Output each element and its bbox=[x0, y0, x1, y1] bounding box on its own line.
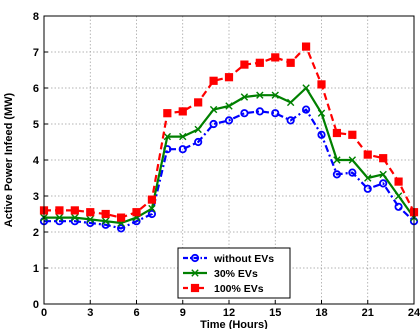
x-tick-label: 0 bbox=[41, 307, 47, 319]
data-point bbox=[271, 91, 279, 99]
data-point bbox=[71, 213, 79, 222]
y-tick-label: 7 bbox=[33, 47, 39, 59]
data-point bbox=[209, 105, 218, 114]
data-point bbox=[101, 217, 110, 225]
y-axis-label: Active Power Infeed (MW) bbox=[3, 92, 15, 227]
data-point bbox=[286, 116, 295, 125]
data-point bbox=[301, 42, 311, 51]
data-point bbox=[116, 213, 126, 222]
data-point bbox=[301, 105, 311, 114]
series-100-evs bbox=[39, 42, 419, 222]
y-tick-label: 0 bbox=[33, 299, 39, 311]
x-axis-label: Time (Hours) bbox=[200, 319, 268, 329]
x-tick-label: 24 bbox=[408, 307, 420, 319]
x-tick-label: 15 bbox=[269, 307, 281, 319]
legend-marker bbox=[190, 253, 200, 263]
data-point bbox=[271, 53, 280, 62]
data-point bbox=[194, 125, 202, 134]
data-point bbox=[333, 156, 341, 164]
legend-label: without EVs bbox=[213, 253, 274, 265]
data-point bbox=[255, 58, 264, 67]
legend-item: 30% EVs bbox=[183, 268, 258, 280]
y-tick-label: 6 bbox=[33, 83, 39, 95]
data-point bbox=[364, 174, 372, 182]
data-point bbox=[394, 202, 403, 211]
y-tick-label: 2 bbox=[33, 227, 39, 239]
data-point bbox=[148, 204, 156, 213]
data-point bbox=[317, 130, 326, 139]
series-line bbox=[44, 108, 415, 230]
data-point bbox=[240, 60, 249, 69]
y-tick-label: 3 bbox=[33, 191, 39, 203]
x-tick-label: 3 bbox=[87, 307, 93, 319]
x-tick-label: 12 bbox=[223, 307, 235, 319]
x-tick-label: 6 bbox=[133, 307, 139, 319]
legend: without EVs 30% EVs 100% EVs bbox=[177, 247, 291, 299]
data-point bbox=[240, 93, 249, 101]
data-point bbox=[302, 84, 310, 92]
legend-label: 100% EVs bbox=[214, 283, 264, 295]
data-point bbox=[194, 137, 203, 147]
legend-item: without EVs bbox=[183, 253, 274, 265]
data-point bbox=[209, 119, 218, 129]
data-point bbox=[286, 58, 295, 67]
data-point bbox=[379, 179, 388, 188]
data-point bbox=[286, 98, 295, 107]
data-point bbox=[179, 132, 187, 141]
data-point bbox=[379, 154, 388, 163]
data-point bbox=[55, 206, 64, 215]
legend-marker bbox=[190, 283, 200, 293]
data-point bbox=[209, 76, 218, 85]
data-point bbox=[101, 209, 110, 219]
data-point bbox=[256, 91, 264, 99]
data-point bbox=[225, 102, 233, 110]
data-point bbox=[178, 107, 187, 116]
data-point bbox=[348, 156, 357, 164]
data-point bbox=[348, 168, 357, 177]
data-point bbox=[363, 150, 372, 159]
data-point bbox=[348, 130, 357, 139]
data-point bbox=[55, 213, 64, 222]
data-point bbox=[163, 109, 172, 118]
x-tick-label: 21 bbox=[362, 307, 374, 319]
y-tick-label: 1 bbox=[33, 263, 39, 275]
data-point bbox=[86, 215, 94, 224]
legend-marker bbox=[191, 269, 199, 277]
data-point bbox=[163, 132, 172, 141]
data-point bbox=[194, 98, 203, 107]
legend-item: 100% EVs bbox=[183, 283, 264, 295]
data-point bbox=[332, 170, 342, 179]
y-tick-label: 8 bbox=[33, 11, 39, 23]
data-point bbox=[224, 73, 234, 82]
data-point bbox=[379, 170, 387, 179]
y-tick-label: 4 bbox=[33, 155, 40, 167]
data-point bbox=[178, 145, 187, 154]
data-point bbox=[86, 208, 95, 217]
data-point bbox=[147, 209, 157, 219]
data-point bbox=[224, 116, 234, 125]
data-point bbox=[394, 192, 403, 200]
data-point bbox=[116, 224, 126, 233]
data-point bbox=[132, 208, 141, 217]
data-point bbox=[271, 109, 280, 118]
data-point bbox=[147, 195, 157, 204]
data-point bbox=[70, 206, 79, 215]
data-point bbox=[394, 177, 403, 186]
y-tick-label: 5 bbox=[33, 119, 39, 131]
series-layer bbox=[39, 42, 419, 233]
x-tick-label: 18 bbox=[315, 307, 327, 319]
data-point bbox=[240, 109, 249, 118]
data-point bbox=[317, 109, 326, 117]
x-tick-label: 9 bbox=[180, 307, 186, 319]
data-point bbox=[255, 107, 264, 116]
data-point bbox=[363, 184, 372, 193]
data-point bbox=[317, 80, 326, 89]
legend-label: 30% EVs bbox=[214, 268, 258, 280]
data-point bbox=[332, 128, 342, 138]
